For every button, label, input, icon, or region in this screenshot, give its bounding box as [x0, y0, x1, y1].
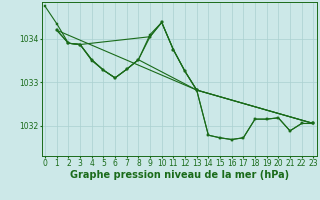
X-axis label: Graphe pression niveau de la mer (hPa): Graphe pression niveau de la mer (hPa) [70, 170, 289, 180]
